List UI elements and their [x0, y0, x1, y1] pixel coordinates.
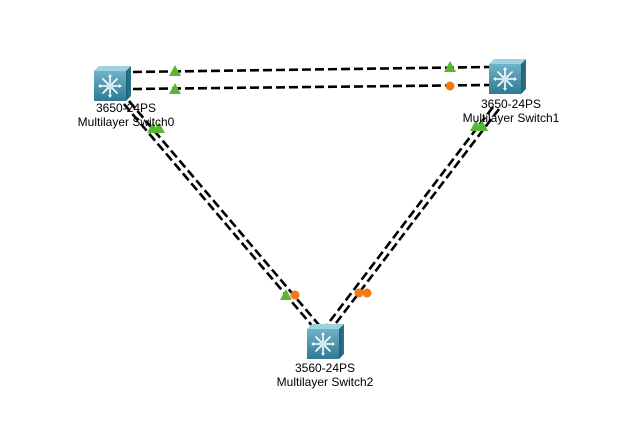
port-status-up-icon	[153, 122, 165, 133]
port-status-blocking-icon	[354, 288, 364, 298]
device-model: 3560-24PS	[294, 361, 356, 375]
device-label-switch2[interactable]: 3560-24PS Multilayer Switch2	[277, 361, 374, 389]
multilayer-switch-icon[interactable]	[93, 65, 132, 102]
cable-link[interactable]	[132, 65, 490, 74]
port-status-up-icon	[169, 65, 181, 76]
cable-link[interactable]	[132, 83, 490, 91]
port-status-up-icon	[280, 289, 292, 300]
port-status-up-icon	[476, 120, 488, 131]
cable-link[interactable]	[325, 106, 495, 326]
multilayer-switch-icon[interactable]	[488, 58, 527, 95]
cable-link[interactable]	[123, 103, 315, 329]
device-name: Multilayer Switch2	[276, 375, 374, 389]
device-label-switch1[interactable]: 3650-24PS Multilayer Switch1	[463, 97, 560, 125]
multilayer-switch-icon[interactable]	[306, 323, 345, 360]
port-status-up-icon	[169, 83, 181, 94]
device-name: Multilayer Switch1	[462, 111, 560, 125]
device-label-switch0[interactable]: 3650-24PS Multilayer Switch0	[78, 101, 175, 129]
port-status-blocking-icon	[290, 290, 300, 300]
device-name: Multilayer Switch0	[77, 115, 175, 129]
links-layer	[123, 65, 501, 329]
device-model: 3650-24PS	[480, 97, 542, 111]
device-model: 3650-24PS	[95, 101, 157, 115]
status-layer	[147, 61, 488, 300]
cable-link[interactable]	[128, 100, 320, 326]
port-status-blocking-icon	[362, 288, 372, 298]
port-status-up-icon	[444, 61, 456, 72]
port-status-blocking-icon	[445, 81, 455, 91]
